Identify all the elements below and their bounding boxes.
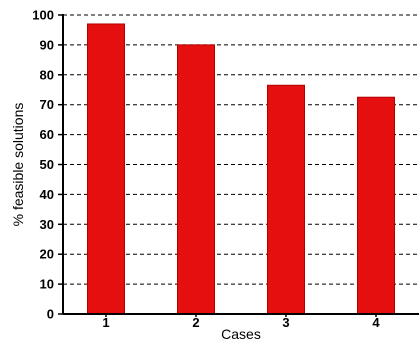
x-tick-label: 4 (372, 315, 380, 330)
y-tick-label: 50 (40, 157, 54, 172)
bar (87, 23, 125, 315)
y-tick-label: 40 (40, 187, 54, 202)
y-tick-label: 10 (40, 277, 54, 292)
bars (87, 23, 395, 315)
bar (357, 96, 395, 315)
y-tick-label: 80 (40, 67, 54, 82)
y-axis-title: % feasible solutions (10, 103, 26, 227)
y-tick-labels: 0 10 20 30 40 50 60 70 80 90 100 (32, 8, 54, 322)
y-tick-label: 70 (40, 97, 54, 112)
bar (267, 84, 305, 315)
y-tick-label: 100 (32, 8, 54, 23)
x-tick-label: 1 (102, 315, 109, 330)
y-tick-label: 0 (47, 307, 54, 322)
axes (62, 14, 419, 315)
x-tick-label: 2 (192, 315, 199, 330)
y-tick-label: 20 (40, 247, 54, 262)
x-axis-title: Cases (221, 326, 261, 342)
x-tick-label: 3 (282, 315, 289, 330)
y-tick-label: 60 (40, 127, 54, 142)
y-tick-label: 90 (40, 37, 54, 52)
y-tick-label: 30 (40, 217, 54, 232)
x-tick-labels: 1 2 3 4 (102, 314, 380, 330)
bar (177, 44, 215, 315)
